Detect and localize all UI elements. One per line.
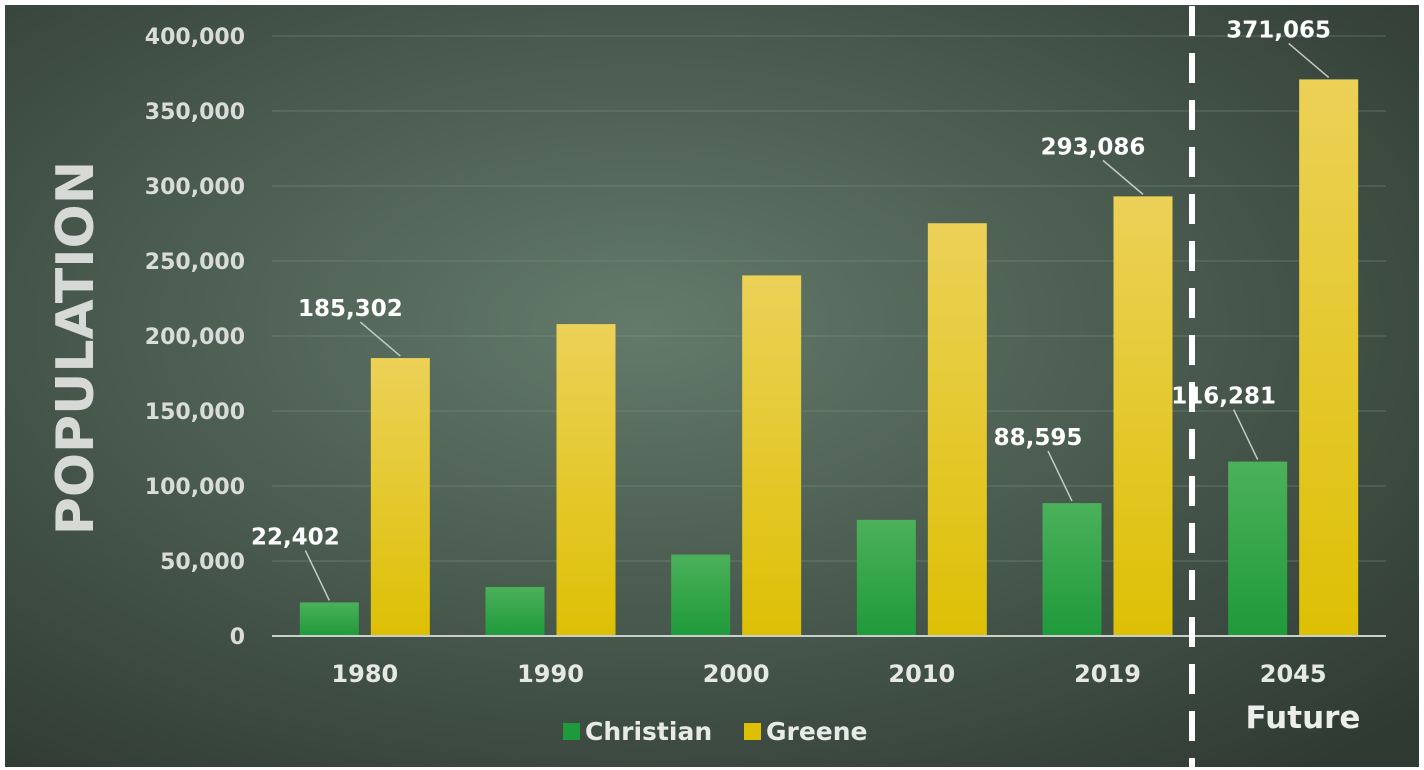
- bar-christian-1980: [299, 602, 359, 636]
- y-tick-label: 50,000: [160, 550, 245, 575]
- gridlines: [272, 35, 1386, 562]
- y-tick-label: 350,000: [145, 100, 245, 125]
- data-label: 185,302: [298, 296, 403, 322]
- leader-line: [1102, 159, 1144, 195]
- bar-greene-2045: [1299, 79, 1359, 637]
- leader-line: [359, 321, 401, 357]
- data-label: 22,402: [251, 524, 340, 550]
- bar-christian-2045: [1228, 461, 1288, 636]
- legend: Christian Greene: [563, 717, 868, 746]
- y-tick-label: 0: [230, 625, 245, 650]
- y-tick-label: 150,000: [145, 400, 245, 425]
- data-label: 88,595: [994, 425, 1083, 451]
- data-label: 116,281: [1171, 384, 1276, 410]
- data-label: 293,086: [1041, 134, 1146, 160]
- bar-christian-1990: [485, 587, 545, 636]
- x-tick-label: 2000: [703, 660, 770, 688]
- x-tick-label: 1980: [331, 660, 398, 688]
- bar-greene-1990: [556, 324, 616, 636]
- bar-christian-2019: [1042, 503, 1102, 636]
- leader-line: [1288, 42, 1330, 78]
- bar-greene-2019: [1113, 196, 1173, 636]
- chart-background: [5, 5, 1419, 767]
- y-tick-label: 250,000: [145, 250, 245, 275]
- bar-christian-2010: [856, 519, 916, 636]
- y-tick-label: 200,000: [145, 325, 245, 350]
- legend-swatch-christian: [563, 723, 580, 740]
- legend-swatch-greene: [744, 723, 761, 740]
- y-tick-label: 100,000: [145, 475, 245, 500]
- x-tick-label: 2019: [1074, 660, 1141, 688]
- y-axis-label: POPULATION: [46, 161, 106, 536]
- x-tick-label: 2045: [1260, 660, 1327, 688]
- legend-label-christian: Christian: [585, 717, 712, 746]
- bar-greene-1980: [370, 358, 430, 636]
- future-annotation: Future: [1246, 700, 1361, 736]
- legend-label-greene: Greene: [766, 717, 868, 746]
- x-tick-label: 2010: [888, 660, 955, 688]
- y-tick-label: 400,000: [145, 25, 245, 50]
- leader-line: [304, 550, 331, 601]
- data-labels: 22,402 185,302 88,595 293,086 116,281 371,065: [251, 17, 1331, 601]
- bar-greene-2000: [742, 275, 802, 636]
- x-tick-label: 1990: [517, 660, 584, 688]
- axes: 0 50,000 100,000 150,000 200,000 250,000 300,0…: [145, 25, 1386, 688]
- bar-christian-2000: [671, 554, 731, 636]
- y-tick-label: 300,000: [145, 175, 245, 200]
- leader-line: [1232, 409, 1259, 460]
- leader-line: [1047, 450, 1073, 502]
- data-label: 371,065: [1226, 17, 1331, 43]
- bars: [299, 79, 1359, 637]
- bar-greene-2010: [927, 223, 987, 636]
